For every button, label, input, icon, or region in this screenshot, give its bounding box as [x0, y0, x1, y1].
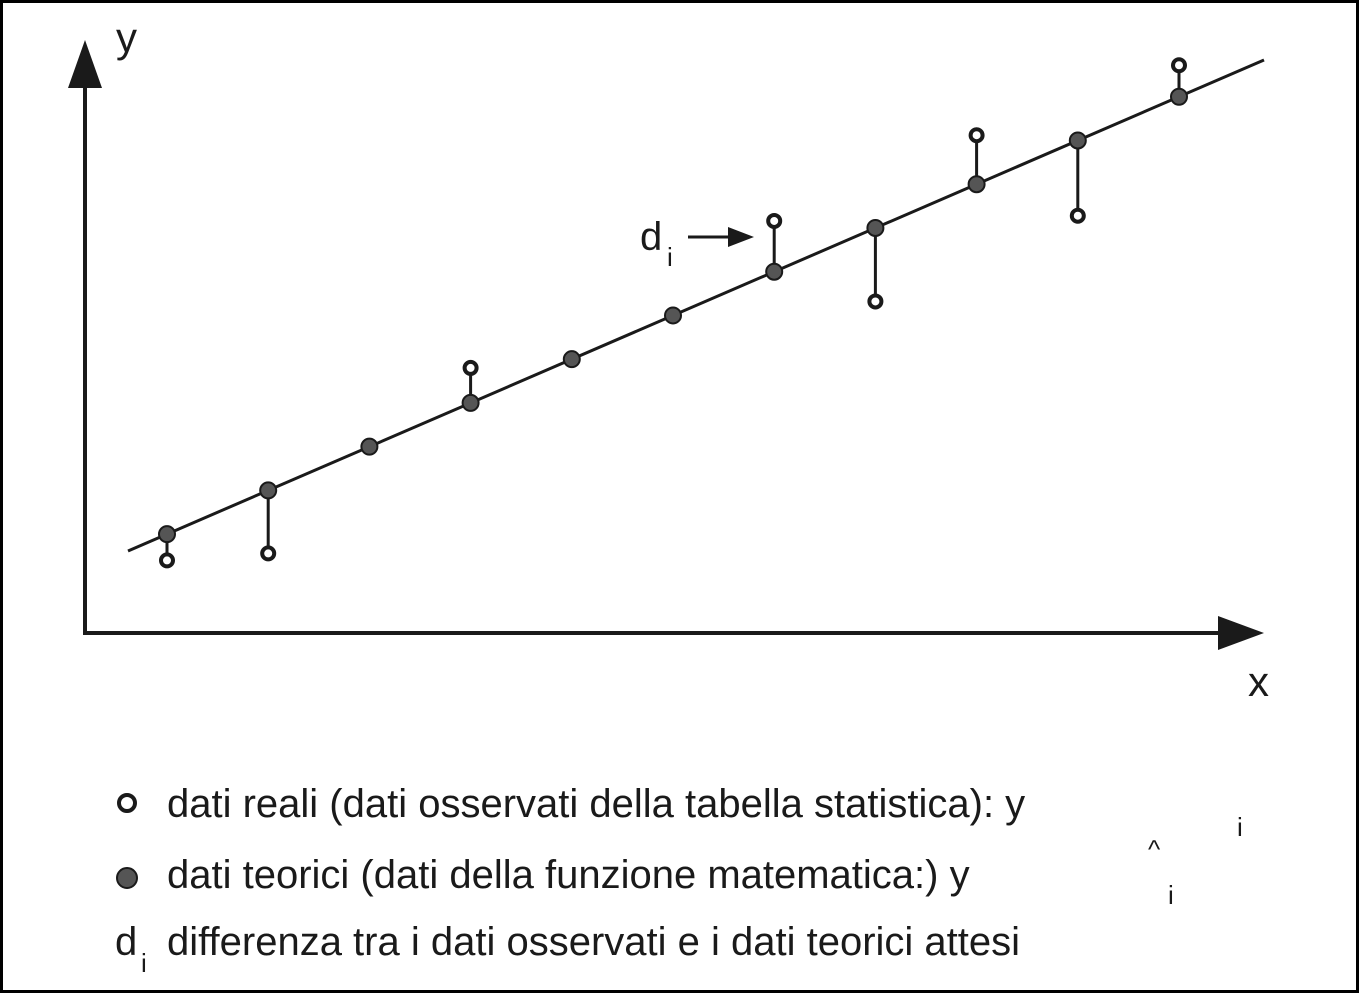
- regression-line: [127, 58, 1265, 553]
- fitted-point: [461, 393, 480, 412]
- residual-annotation: d i: [640, 215, 754, 272]
- fitted-point: [664, 306, 682, 325]
- fitted-point: [562, 350, 581, 369]
- legend-item-difference: differenza tra i dati osservati e i dati…: [167, 920, 1020, 964]
- residual-annotation-arrow-icon: [728, 227, 754, 247]
- x-axis-arrow-icon: [1218, 616, 1264, 650]
- fitted-point: [967, 175, 986, 194]
- legend-item-theoretical: dati teorici (dati della funzione matema…: [167, 853, 970, 897]
- legend-item-observed: dati reali (dati osservati della tabella…: [167, 782, 1025, 826]
- observed-point: [867, 293, 884, 310]
- y-axis-label: y: [116, 14, 137, 61]
- legend-open-circle-icon: [117, 793, 137, 813]
- fitted-point: [866, 218, 885, 237]
- residual-annotation-subscript: i: [667, 242, 673, 272]
- legend-item-theoretical-hat: ^: [1148, 834, 1161, 864]
- fitted-point: [1170, 87, 1188, 106]
- residual-annotation-symbol: d: [640, 215, 662, 259]
- observed-point: [260, 545, 277, 562]
- fitted-point: [1068, 131, 1087, 150]
- x-axis-label: x: [1248, 658, 1269, 705]
- data-points: [158, 57, 1188, 569]
- observed-point: [968, 127, 985, 144]
- legend-item-theoretical-subscript: i: [1168, 880, 1174, 910]
- legend-item-observed-subscript: i: [1237, 812, 1243, 842]
- observed-point: [1171, 57, 1187, 74]
- observed-point: [462, 359, 479, 376]
- legend-d-symbol: d: [115, 920, 137, 964]
- observed-point: [1069, 207, 1086, 224]
- observed-point: [766, 212, 783, 229]
- y-axis-arrow-icon: [68, 40, 102, 88]
- fitted-point: [765, 262, 784, 281]
- legend: dati reali (dati osservati della tabella…: [115, 782, 1243, 978]
- legend-d-subscript: i: [141, 948, 147, 978]
- fitted-point: [259, 481, 278, 500]
- fitted-point: [360, 437, 379, 456]
- observed-point: [159, 552, 175, 569]
- legend-filled-circle-icon: [116, 867, 138, 889]
- fitted-point: [158, 525, 176, 544]
